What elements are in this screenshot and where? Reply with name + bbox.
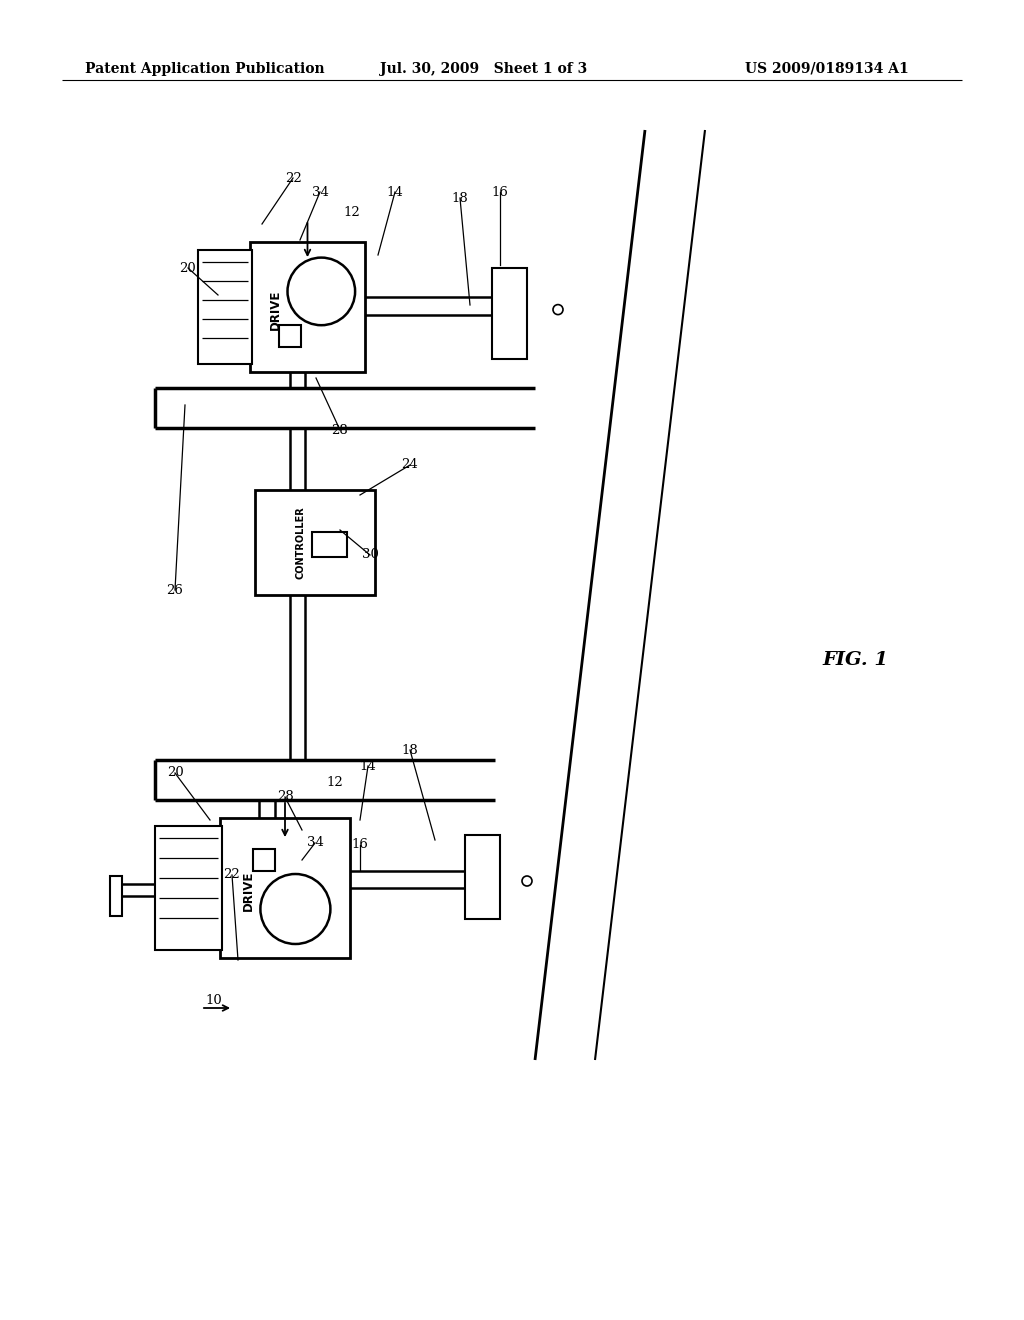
Circle shape: [553, 305, 563, 314]
Text: 18: 18: [401, 743, 419, 756]
Text: 16: 16: [351, 838, 369, 851]
Text: Jul. 30, 2009   Sheet 1 of 3: Jul. 30, 2009 Sheet 1 of 3: [380, 62, 587, 77]
Circle shape: [288, 257, 355, 325]
Text: 24: 24: [401, 458, 419, 471]
Text: 18: 18: [452, 191, 468, 205]
Text: US 2009/0189134 A1: US 2009/0189134 A1: [745, 62, 908, 77]
Text: 12: 12: [327, 776, 343, 788]
Bar: [280, 325, 301, 347]
Bar: [253, 849, 275, 871]
Bar: [220, 818, 350, 958]
Text: FIG. 1: FIG. 1: [822, 651, 888, 669]
Text: 12: 12: [344, 206, 360, 219]
Text: 20: 20: [167, 767, 183, 780]
Text: DRIVE: DRIVE: [268, 289, 282, 330]
Text: DRIVE: DRIVE: [242, 871, 255, 911]
Text: 28: 28: [332, 424, 348, 437]
Circle shape: [522, 876, 532, 886]
Circle shape: [260, 874, 331, 944]
Bar: [492, 268, 527, 359]
Bar: [198, 249, 252, 364]
Text: Patent Application Publication: Patent Application Publication: [85, 62, 325, 77]
Bar: [312, 532, 347, 557]
Bar: [250, 242, 365, 372]
Text: 14: 14: [387, 186, 403, 198]
Text: 20: 20: [179, 261, 197, 275]
Text: 30: 30: [361, 549, 379, 561]
Text: 22: 22: [223, 869, 241, 882]
Text: CONTROLLER: CONTROLLER: [296, 506, 305, 579]
Text: 28: 28: [276, 791, 293, 804]
Text: 14: 14: [359, 759, 377, 772]
Text: 34: 34: [306, 837, 324, 850]
Bar: [255, 490, 375, 595]
Bar: [155, 826, 222, 950]
Text: 26: 26: [167, 583, 183, 597]
Text: 16: 16: [492, 186, 509, 198]
Bar: [110, 876, 122, 916]
Text: 10: 10: [206, 994, 222, 1006]
Text: 22: 22: [285, 172, 301, 185]
Bar: [465, 834, 500, 919]
Text: 34: 34: [311, 186, 329, 198]
